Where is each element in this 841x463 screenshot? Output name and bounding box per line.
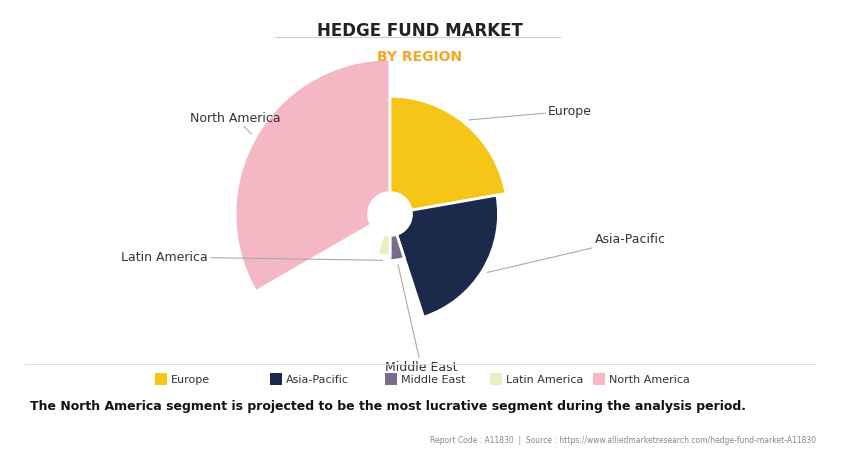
FancyBboxPatch shape — [385, 373, 397, 385]
Text: BY REGION: BY REGION — [378, 50, 463, 64]
Text: Middle East: Middle East — [401, 374, 466, 384]
Text: North America: North America — [609, 374, 690, 384]
FancyBboxPatch shape — [490, 373, 502, 385]
FancyBboxPatch shape — [155, 373, 167, 385]
Text: Asia-Pacific: Asia-Pacific — [286, 374, 349, 384]
Text: The North America segment is projected to be the most lucrative segment during t: The North America segment is projected t… — [30, 399, 746, 412]
Text: Latin America: Latin America — [506, 374, 584, 384]
Text: Report Code : A11830  |  Source : https://www.alliedmarketresearch.com/hedge-fun: Report Code : A11830 | Source : https://… — [430, 435, 816, 444]
Text: Europe: Europe — [469, 105, 592, 121]
Text: HEDGE FUND MARKET: HEDGE FUND MARKET — [317, 22, 523, 40]
Wedge shape — [396, 196, 499, 318]
Text: Europe: Europe — [171, 374, 210, 384]
Text: Middle East: Middle East — [385, 265, 458, 374]
Wedge shape — [235, 60, 390, 292]
Wedge shape — [377, 234, 390, 257]
Circle shape — [368, 193, 412, 237]
Text: Latin America: Latin America — [121, 251, 383, 264]
Text: North America: North America — [190, 111, 280, 135]
Wedge shape — [390, 234, 405, 261]
FancyBboxPatch shape — [593, 373, 605, 385]
FancyBboxPatch shape — [270, 373, 282, 385]
Text: Asia-Pacific: Asia-Pacific — [487, 233, 666, 273]
Wedge shape — [390, 97, 506, 211]
